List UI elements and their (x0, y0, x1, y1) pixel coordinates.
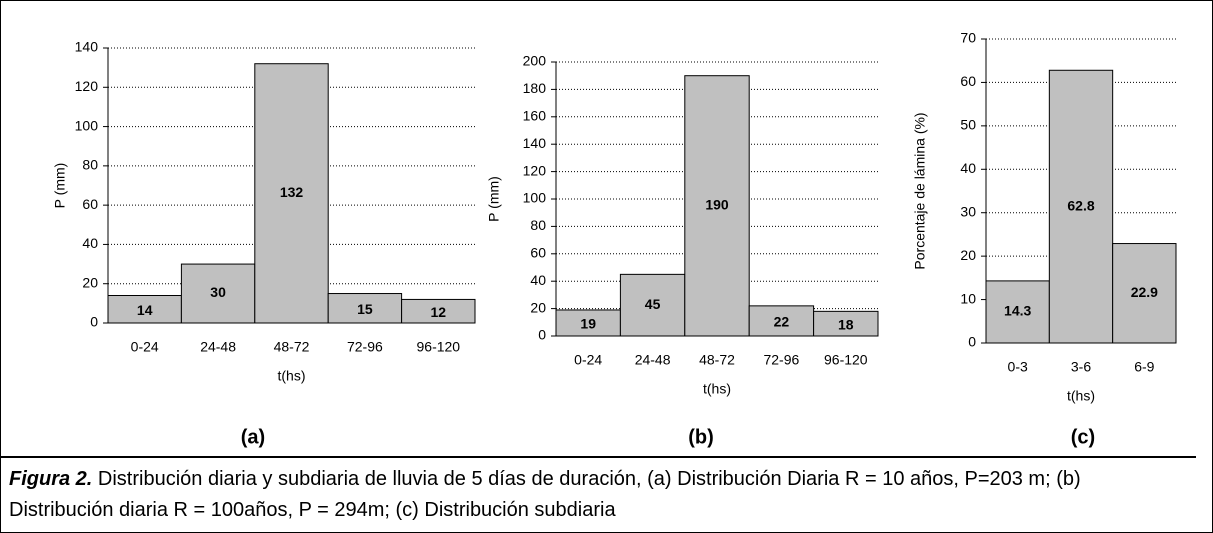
bar (1048, 69, 1114, 344)
y-tick-label: 10 (960, 290, 976, 306)
y-tick-label: 120 (75, 78, 99, 94)
x-tick-label: 48-72 (274, 339, 310, 355)
y-tick-label: 80 (82, 157, 98, 173)
x-tick-label: 24-48 (200, 339, 236, 355)
caption-text: Distribución diaria y subdiaria de lluvi… (9, 468, 1081, 521)
y-tick-label: 0 (968, 334, 976, 350)
data-label: 19 (580, 316, 596, 332)
x-tick-label: 0-24 (574, 352, 602, 368)
y-tick-label: 140 (523, 135, 547, 151)
x-tick-label: 96-120 (417, 339, 461, 355)
y-tick-label: 80 (530, 217, 546, 233)
caption-label: Figura 2. (9, 468, 93, 490)
data-label: 15 (357, 301, 373, 317)
panel-label: (c) (1071, 426, 1095, 448)
y-tick-label: 50 (960, 117, 976, 133)
y-tick-label: 180 (523, 80, 547, 96)
x-tick-label: 72-96 (763, 352, 799, 368)
data-label: 22 (774, 314, 790, 330)
data-label: 132 (280, 184, 304, 200)
y-tick-label: 100 (75, 117, 99, 133)
bar (684, 75, 750, 337)
y-tick-label: 30 (960, 203, 976, 219)
y-tick-label: 60 (960, 73, 976, 89)
bar (619, 273, 686, 337)
y-tick-label: 60 (82, 196, 98, 212)
bar (985, 280, 1050, 344)
y-axis-label: P (mm) (486, 176, 502, 222)
x-tick-label: 96-120 (824, 352, 868, 368)
bar (180, 263, 256, 324)
bar (327, 293, 403, 324)
y-tick-label: 20 (530, 299, 546, 315)
y-tick-label: 40 (530, 272, 546, 288)
y-tick-label: 140 (75, 39, 99, 55)
data-label: 30 (210, 284, 226, 300)
x-tick-label: 72-96 (347, 339, 383, 355)
y-tick-label: 0 (90, 314, 98, 330)
data-label: 14.3 (1004, 303, 1031, 319)
caption: Figura 2. Distribución diaria y subdiari… (1, 456, 1196, 532)
panel-label: (b) (688, 426, 714, 448)
y-tick-label: 20 (960, 247, 976, 263)
data-label: 190 (705, 197, 729, 213)
x-tick-label: 48-72 (699, 352, 735, 368)
x-tick-label: 3-6 (1071, 359, 1091, 375)
data-label: 22.9 (1131, 284, 1158, 300)
y-tick-label: 200 (523, 53, 547, 69)
y-tick-label: 40 (82, 235, 98, 251)
y-axis-label: P (mm) (52, 163, 68, 209)
charts: 020406080100120140140-243024-4813248-721… (52, 30, 1177, 448)
data-label: 12 (431, 304, 447, 320)
data-label: 62.8 (1067, 197, 1094, 213)
y-tick-label: 120 (523, 162, 547, 178)
y-tick-label: 20 (82, 274, 98, 290)
x-axis-label: t(hs) (1067, 388, 1095, 404)
y-tick-label: 0 (538, 327, 546, 343)
bar (813, 310, 879, 337)
panel-label: (a) (241, 426, 265, 448)
data-label: 14 (137, 302, 153, 318)
x-tick-label: 0-24 (131, 339, 159, 355)
y-tick-label: 160 (523, 108, 547, 124)
y-tick-label: 100 (523, 190, 547, 206)
y-tick-label: 60 (530, 245, 546, 261)
y-axis-label: Porcentaje de lámina (%) (912, 112, 928, 269)
bar (1112, 243, 1177, 344)
y-tick-label: 40 (960, 160, 976, 176)
x-tick-label: 6-9 (1134, 359, 1154, 375)
bar (254, 63, 329, 324)
bar (748, 305, 815, 337)
x-axis-label: t(hs) (278, 368, 306, 384)
x-axis-label: t(hs) (703, 381, 731, 397)
x-tick-label: 0-3 (1008, 359, 1028, 375)
data-label: 18 (838, 316, 854, 332)
data-label: 45 (645, 296, 661, 312)
x-tick-label: 24-48 (635, 352, 671, 368)
y-tick-label: 70 (960, 30, 976, 46)
